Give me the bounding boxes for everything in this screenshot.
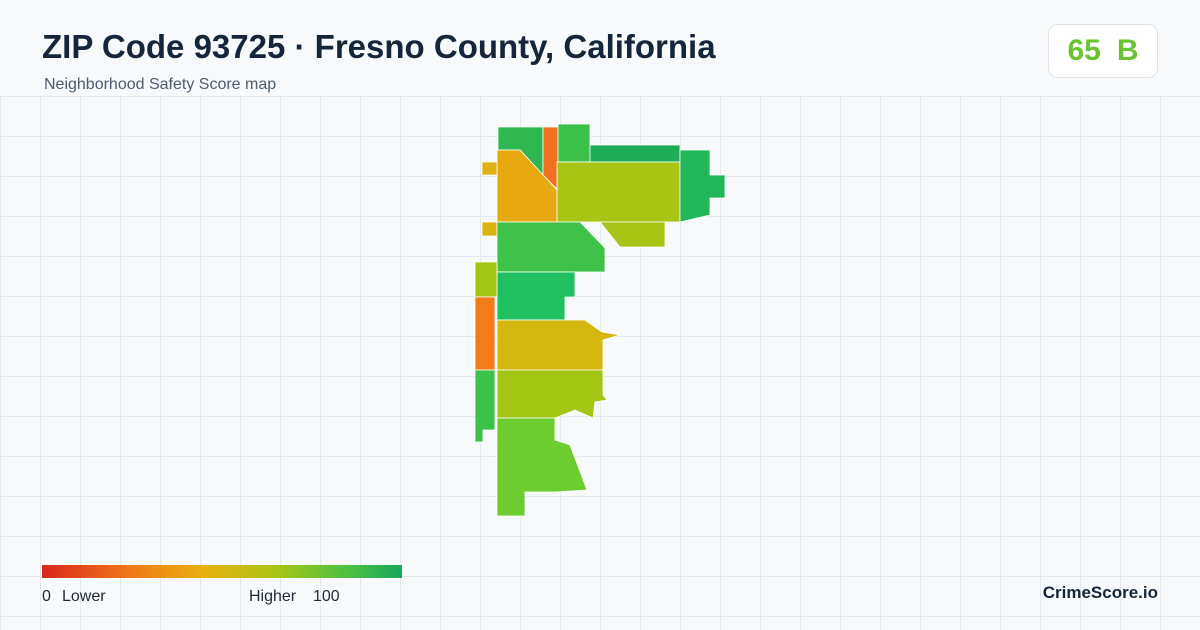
region xyxy=(599,221,666,248)
region xyxy=(496,221,606,273)
region xyxy=(496,369,608,419)
score-badge: 65 B xyxy=(1048,24,1158,78)
legend-gradient xyxy=(42,565,402,578)
region xyxy=(496,271,576,321)
legend-min-label: Lower xyxy=(62,588,106,605)
region xyxy=(474,369,496,443)
region xyxy=(496,319,621,371)
region xyxy=(556,161,681,223)
legend-max-label: Higher xyxy=(249,588,297,605)
subtitle: Neighborhood Safety Score map xyxy=(44,76,277,93)
legend-max: 100 xyxy=(313,588,340,605)
region xyxy=(481,221,498,237)
region xyxy=(589,144,681,163)
region xyxy=(679,149,726,223)
title: ZIP Code 93725 · Fresno County, Californ… xyxy=(42,28,716,65)
region xyxy=(496,417,588,517)
score-grade: B xyxy=(1116,34,1139,67)
region xyxy=(481,161,498,176)
region xyxy=(474,296,496,371)
score-value: 65 xyxy=(1067,34,1101,67)
legend-min: 0 xyxy=(42,588,51,605)
region xyxy=(474,261,498,298)
brand: CrimeScore.io xyxy=(1042,583,1158,602)
header: ZIP Code 93725 · Fresno County, Californ… xyxy=(0,0,1200,96)
